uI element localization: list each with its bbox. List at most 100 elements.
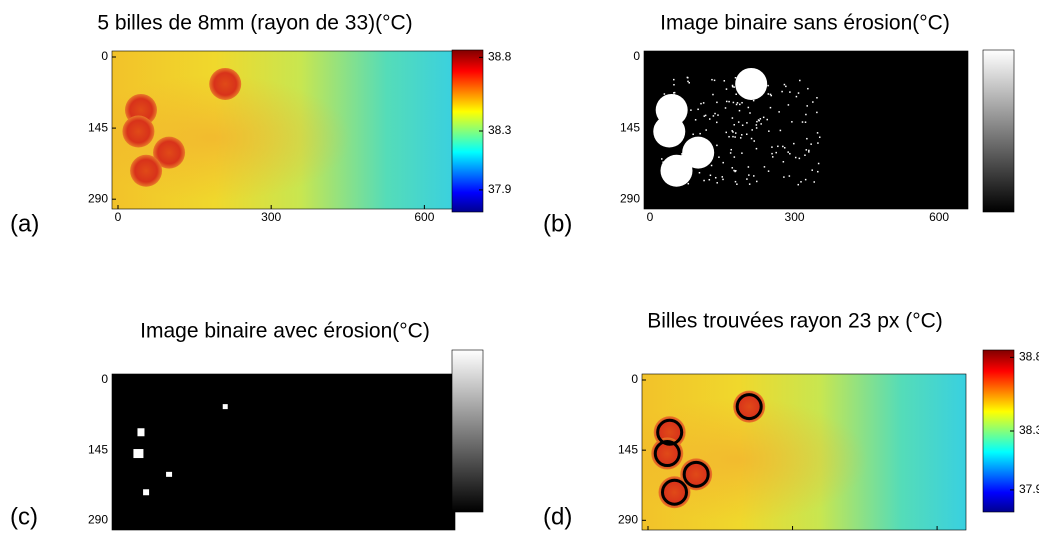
noise: [782, 161, 785, 163]
noise: [725, 131, 727, 134]
noise: [734, 180, 737, 183]
detected-ring: [653, 440, 681, 468]
noise: [804, 178, 807, 181]
x-tick-label: 600: [927, 531, 947, 533]
noise: [731, 130, 733, 132]
noise: [791, 121, 793, 123]
x-tick-label: 0: [115, 531, 122, 533]
blob: [133, 449, 144, 459]
noise: [698, 171, 701, 174]
noise: [676, 125, 679, 128]
blob: [143, 489, 150, 496]
noise: [766, 118, 768, 121]
noise: [741, 152, 743, 154]
noise: [724, 107, 727, 109]
panel-title: 5 billes de 8mm (rayon de 33)(°C): [97, 12, 412, 35]
noise: [756, 180, 758, 183]
noise: [709, 174, 712, 177]
noise: [687, 182, 690, 185]
noise: [755, 124, 758, 126]
noise: [667, 121, 669, 123]
noise: [771, 156, 774, 158]
blob: [682, 136, 715, 169]
noise: [793, 142, 795, 145]
noise: [731, 167, 734, 169]
x-tick-label: 600: [929, 210, 949, 224]
noise: [795, 95, 798, 98]
noise: [817, 170, 819, 173]
noise: [716, 121, 718, 124]
noise: [762, 116, 765, 119]
noise: [709, 118, 711, 120]
blob: [137, 428, 145, 437]
noise: [706, 160, 708, 163]
image: [112, 374, 455, 530]
noise: [731, 117, 734, 119]
noise: [759, 118, 762, 120]
noise: [704, 114, 707, 117]
image: [644, 51, 968, 209]
noise: [673, 78, 675, 81]
noise: [789, 91, 791, 93]
noise: [735, 103, 738, 106]
noise: [799, 79, 801, 82]
noise: [763, 166, 766, 168]
noise: [678, 102, 681, 105]
noise: [816, 97, 818, 99]
noise: [668, 116, 670, 118]
noise: [692, 155, 695, 157]
noise: [665, 118, 667, 121]
noise: [733, 86, 735, 88]
noise: [679, 124, 681, 127]
y-tick-label: 145: [618, 442, 638, 456]
noise: [755, 127, 758, 129]
noise: [731, 85, 734, 88]
noise: [783, 83, 786, 86]
binary-bg: [112, 374, 455, 530]
x-tick-label: 0: [647, 210, 654, 224]
noise: [714, 112, 716, 115]
noise: [730, 148, 732, 151]
colorbar: [982, 49, 1015, 213]
noise: [678, 112, 680, 114]
panel-label: (a): [10, 210, 39, 237]
blob: [166, 471, 173, 477]
image: [112, 51, 455, 209]
axes-frame: [641, 373, 967, 531]
noise: [817, 142, 819, 144]
noise: [673, 91, 676, 94]
panel-title: Image binaire avec érosion(°C): [140, 320, 430, 343]
noise: [781, 90, 783, 93]
noise: [681, 153, 683, 155]
noise: [770, 94, 773, 97]
noise: [733, 156, 736, 158]
noise: [697, 166, 699, 168]
noise: [798, 157, 801, 160]
noise: [797, 183, 800, 186]
noise: [664, 141, 666, 143]
colorbar-tick-label: 38.8: [1019, 350, 1039, 364]
noise: [751, 129, 753, 131]
noise: [767, 84, 769, 87]
noise: [753, 175, 755, 177]
noise: [677, 130, 679, 132]
noise: [767, 93, 770, 95]
noise: [789, 152, 791, 155]
noise: [749, 112, 751, 114]
noise: [794, 156, 797, 159]
colorbar: [451, 49, 484, 213]
noise: [684, 159, 687, 162]
noise: [659, 125, 662, 127]
noise: [813, 181, 815, 183]
panel-label: (c): [10, 503, 38, 530]
noise: [748, 183, 751, 185]
noise: [736, 102, 739, 104]
noise: [716, 182, 718, 184]
noise: [669, 156, 672, 159]
noise: [741, 101, 743, 104]
noise: [683, 112, 686, 114]
noise: [818, 136, 821, 138]
noise: [663, 93, 666, 95]
noise: [721, 176, 724, 178]
noise: [761, 85, 764, 88]
